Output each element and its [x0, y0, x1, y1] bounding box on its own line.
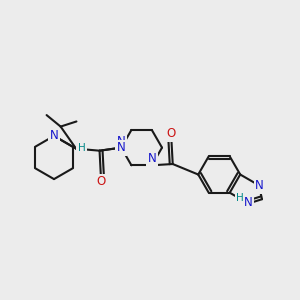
Text: O: O [96, 175, 105, 188]
Text: N: N [255, 179, 264, 192]
Text: O: O [167, 128, 176, 140]
Text: N: N [147, 152, 156, 165]
Text: H: H [78, 143, 86, 153]
Text: N: N [50, 129, 58, 142]
Text: N: N [117, 141, 126, 154]
Text: N: N [117, 134, 126, 148]
Text: N: N [244, 196, 252, 209]
Text: H: H [236, 193, 244, 203]
